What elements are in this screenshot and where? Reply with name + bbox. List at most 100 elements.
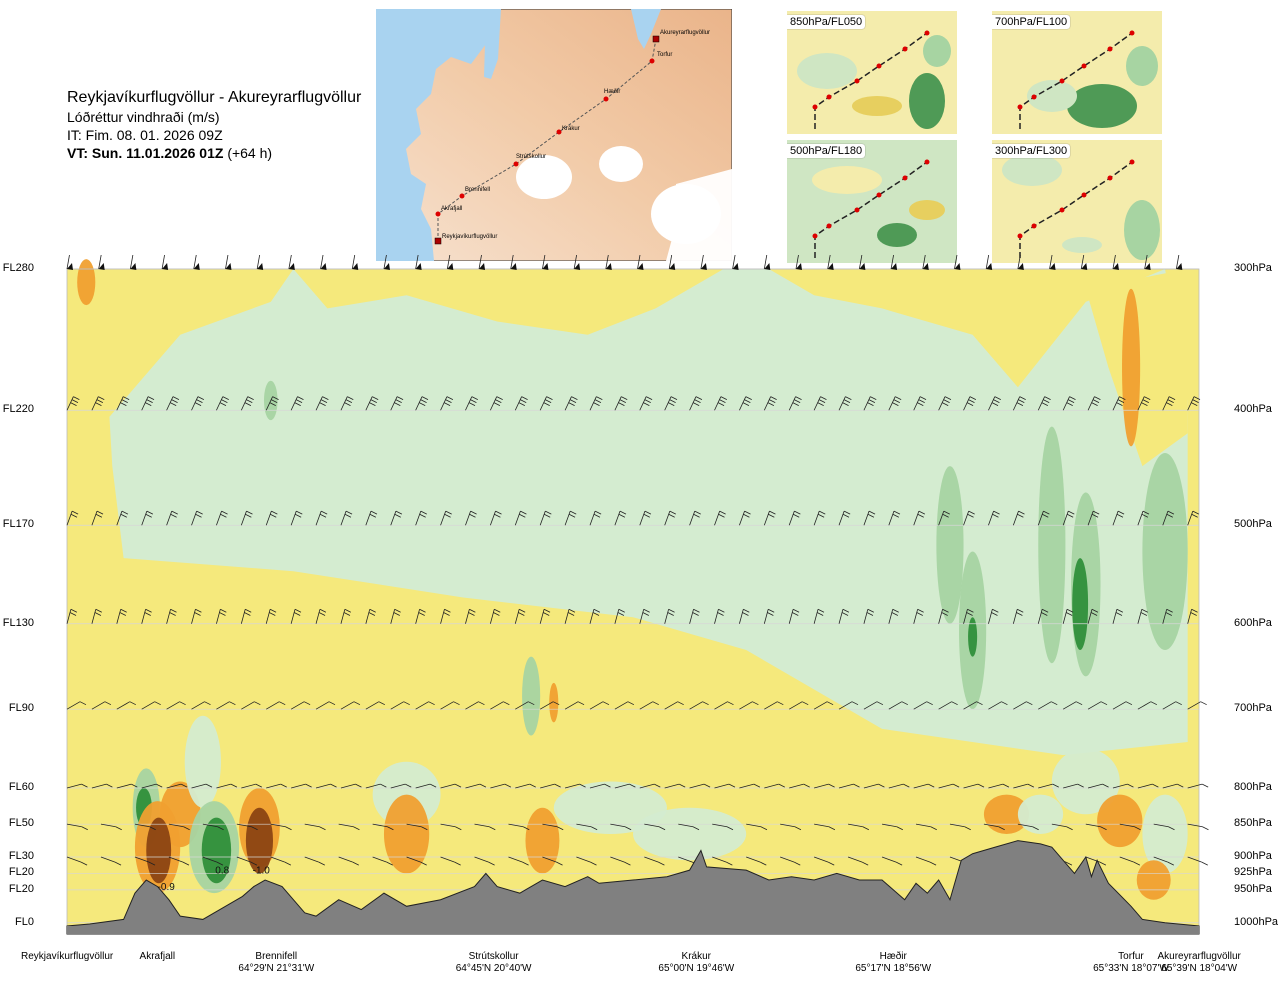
wind-barb bbox=[1187, 396, 1201, 411]
barb-staff bbox=[589, 609, 595, 624]
wind-barb bbox=[746, 823, 768, 831]
wind-barb bbox=[338, 823, 360, 831]
wind-barb bbox=[340, 396, 354, 411]
barb-staff bbox=[838, 609, 844, 624]
wind-barb bbox=[141, 608, 152, 624]
barb-feather bbox=[1102, 783, 1109, 788]
barb-staff bbox=[1162, 396, 1170, 411]
barb-pennant bbox=[605, 263, 612, 270]
barb-staff bbox=[290, 396, 298, 411]
wind-barb bbox=[320, 255, 327, 270]
barb-staff bbox=[202, 856, 218, 863]
barb-staff bbox=[739, 510, 745, 526]
barb-staff bbox=[98, 255, 102, 270]
barb-feather bbox=[469, 608, 476, 613]
wind-barb bbox=[712, 856, 733, 866]
barb-feather bbox=[543, 513, 551, 518]
barb-feather bbox=[320, 510, 328, 515]
barb-feather bbox=[819, 510, 826, 515]
barb-feather bbox=[1068, 510, 1075, 515]
barb-feather bbox=[817, 608, 825, 613]
barb-staff bbox=[1112, 255, 1116, 270]
barb-feather bbox=[617, 612, 625, 616]
location-label: Torfur 65°33'N 18°07'W bbox=[1093, 951, 1169, 975]
barb-feather bbox=[293, 612, 301, 616]
wind-barb bbox=[446, 255, 454, 270]
barb-pennant bbox=[130, 263, 137, 270]
barb-feather bbox=[695, 396, 703, 401]
barb-feather bbox=[670, 396, 678, 401]
barb-staff bbox=[66, 701, 81, 710]
barb-staff bbox=[191, 396, 199, 411]
barb-staff bbox=[166, 396, 174, 411]
barb-pennant bbox=[954, 263, 961, 270]
wind-barb bbox=[847, 856, 869, 866]
barb-feather bbox=[217, 826, 224, 831]
barb-staff bbox=[241, 783, 256, 789]
barb-feather bbox=[330, 783, 337, 788]
wind-barb bbox=[390, 396, 404, 411]
wind-barb bbox=[827, 255, 834, 270]
wind-barb bbox=[739, 396, 752, 411]
barb-feather bbox=[1100, 701, 1108, 706]
location-name: Reykjavíkurflugvöllur bbox=[21, 951, 114, 962]
barb-staff bbox=[490, 783, 505, 789]
barb-feather bbox=[593, 402, 600, 406]
barb-staff bbox=[304, 823, 320, 828]
wind-barb bbox=[1087, 608, 1099, 624]
flight-level-label: FL20 bbox=[8, 866, 34, 879]
barb-feather bbox=[148, 861, 156, 866]
barb-feather bbox=[220, 608, 227, 613]
barb-feather bbox=[1152, 783, 1159, 788]
wind-barb bbox=[440, 701, 460, 710]
barb-feather bbox=[73, 396, 80, 401]
wind-barb bbox=[539, 396, 553, 411]
wind-barb bbox=[1062, 701, 1083, 710]
wind-barb bbox=[1062, 396, 1076, 411]
barb-staff bbox=[614, 396, 622, 411]
wind-barb bbox=[291, 783, 312, 789]
barb-feather bbox=[194, 402, 202, 406]
barb-feather bbox=[726, 861, 733, 866]
flight-level-label: FL90 bbox=[8, 702, 34, 715]
barb-feather bbox=[570, 510, 577, 515]
barb-feather bbox=[1167, 399, 1174, 404]
wind-barb bbox=[1112, 701, 1133, 710]
barb-feather bbox=[195, 513, 202, 518]
barb-staff bbox=[1187, 609, 1192, 624]
wind-barb bbox=[390, 701, 410, 710]
barb-feather bbox=[1066, 608, 1074, 613]
barb-feather bbox=[182, 861, 190, 866]
barb-feather bbox=[760, 826, 768, 831]
barb-staff bbox=[1062, 510, 1069, 526]
wind-barb bbox=[478, 255, 486, 270]
barb-staff bbox=[365, 609, 371, 624]
barb-feather bbox=[943, 510, 950, 515]
mini-map-graphic bbox=[787, 11, 957, 134]
barb-feather bbox=[1168, 826, 1175, 831]
barb-staff bbox=[1162, 609, 1168, 624]
wind-barb bbox=[576, 856, 597, 866]
barb-staff bbox=[116, 609, 122, 624]
barb-feather bbox=[1168, 396, 1176, 401]
wind-barb bbox=[639, 701, 659, 710]
barb-staff bbox=[1013, 701, 1027, 710]
wind-barb bbox=[191, 510, 203, 526]
wind-barb bbox=[988, 608, 999, 624]
barb-staff bbox=[922, 255, 926, 270]
barb-staff bbox=[689, 396, 697, 411]
wind-barb bbox=[614, 510, 627, 526]
wind-barb bbox=[216, 701, 236, 710]
pressure-level-label: 900hPa bbox=[1234, 850, 1272, 862]
barb-feather bbox=[220, 513, 227, 518]
barb-feather bbox=[544, 399, 552, 404]
barb-feather bbox=[568, 513, 576, 518]
barb-feather bbox=[1043, 510, 1050, 515]
barb-feather bbox=[393, 612, 400, 616]
barb-staff bbox=[372, 823, 388, 828]
barb-feather bbox=[469, 513, 476, 518]
wind-barb bbox=[732, 255, 739, 270]
barb-feather bbox=[80, 861, 88, 866]
barb-staff bbox=[315, 783, 331, 789]
barb-feather bbox=[146, 510, 154, 515]
